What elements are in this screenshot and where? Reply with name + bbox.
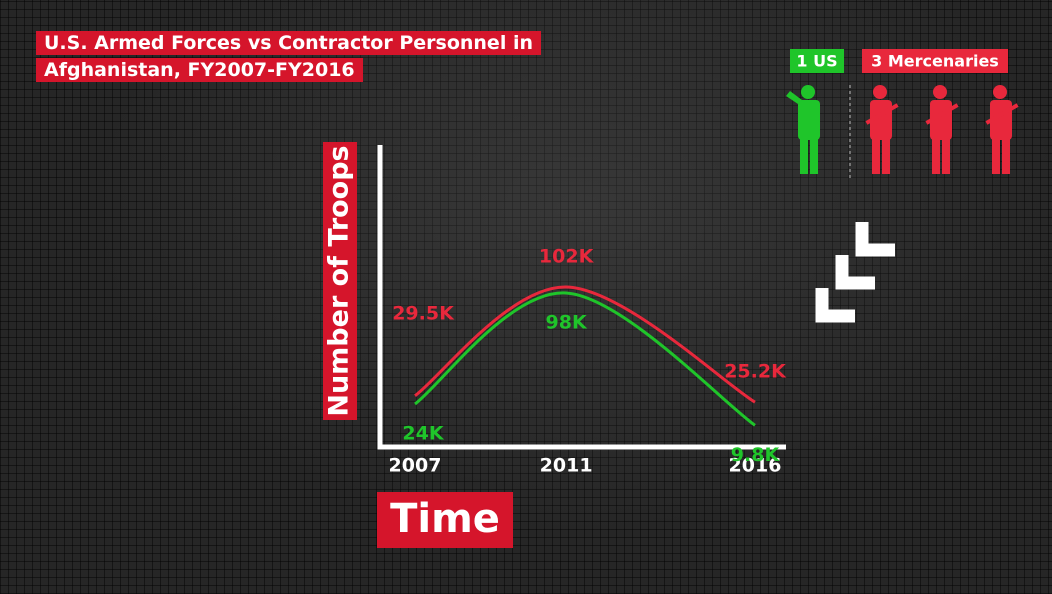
chevrons xyxy=(815,222,895,323)
data-label: 102K xyxy=(539,246,595,268)
data-label: 29.5K xyxy=(392,302,455,324)
legend-label: 3 Mercenaries xyxy=(871,52,999,71)
chart-title-box: U.S. Armed Forces vs Contractor Personne… xyxy=(36,30,556,84)
x-label-box xyxy=(377,492,513,548)
legend-box xyxy=(862,49,1008,73)
data-label: 9.8K xyxy=(731,444,781,466)
x-tick-label: 2007 xyxy=(389,455,442,477)
series-line xyxy=(414,291,756,427)
legend-box xyxy=(790,49,844,73)
y-label-box xyxy=(323,142,357,420)
x-tick-label: 2016 xyxy=(729,455,782,477)
data-label: 24K xyxy=(402,423,444,445)
y-axis-label: Number of Troops xyxy=(324,145,355,416)
soldier-icons xyxy=(865,85,1019,174)
x-axis-label: Time xyxy=(390,496,500,542)
data-label: 98K xyxy=(546,312,588,334)
axes xyxy=(377,145,786,450)
data-label: 25.2K xyxy=(724,361,787,383)
series-line xyxy=(414,285,756,404)
soldier-icon xyxy=(786,85,820,174)
x-tick-label: 2011 xyxy=(540,455,593,477)
legend-label: 1 US xyxy=(796,52,837,71)
